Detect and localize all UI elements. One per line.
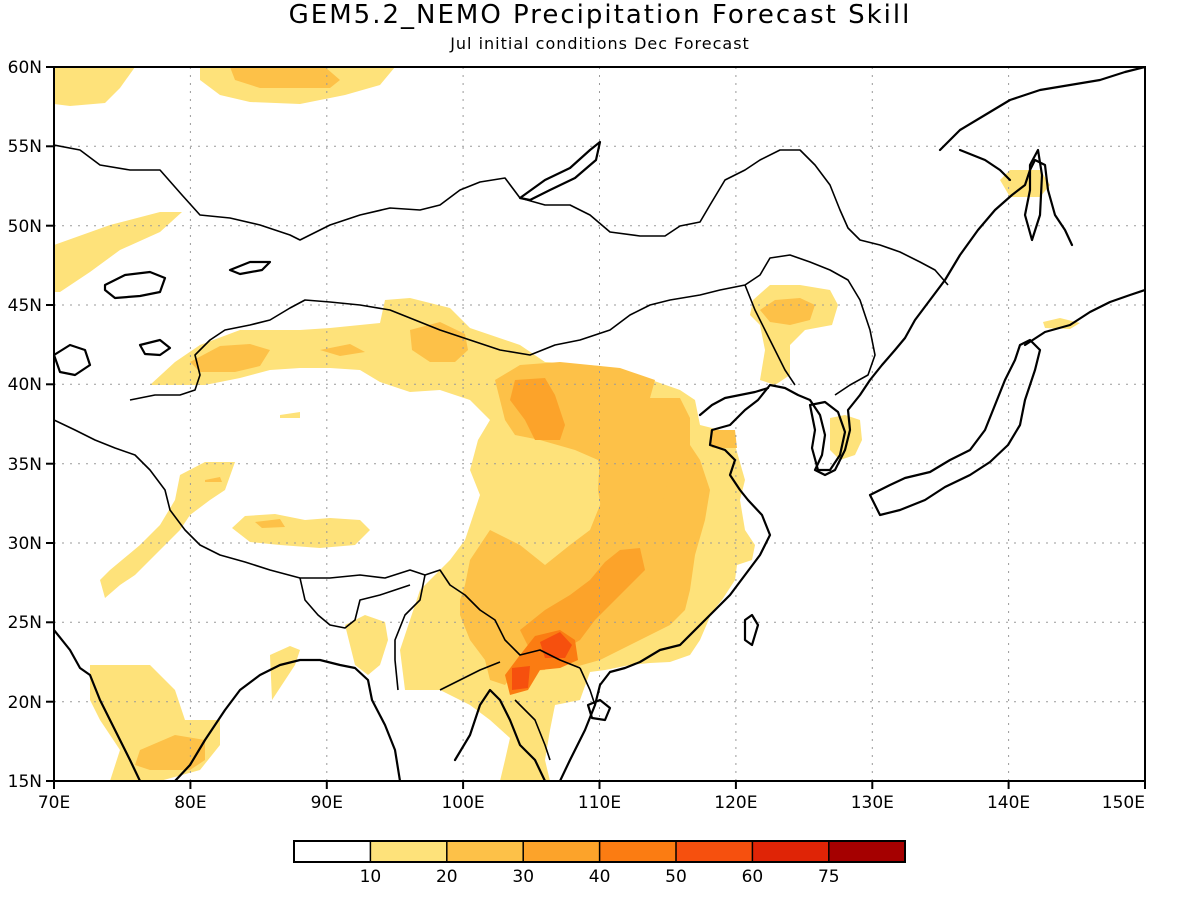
colorbar: 10 20 30 40 50 60 75: [293, 840, 906, 887]
skill-shading: [54, 67, 1080, 781]
skill-level-50: [512, 632, 572, 690]
lat-label: 45N: [8, 296, 42, 316]
skill-level-20: [135, 67, 815, 770]
tick-marks: [46, 66, 1146, 789]
lat-label: 15N: [8, 772, 42, 792]
colorbar-label: 10: [360, 867, 382, 887]
colorbar-swatch: [752, 841, 829, 862]
colorbar-swatch: [599, 841, 676, 862]
colorbar-swatch: [676, 841, 753, 862]
lon-label: 140E: [987, 793, 1030, 813]
coastlines: [54, 67, 1145, 781]
colorbar-label: 75: [818, 867, 840, 887]
lat-label: 50N: [8, 217, 42, 237]
longitude-labels: 70E 80E 90E 100E 110E 120E 130E 140E 150…: [38, 793, 1145, 813]
country-borders: [54, 144, 949, 761]
colorbar-swatch: [828, 841, 905, 862]
latitude-labels: 15N 20N 25N 30N 35N 40N 45N 50N 55N 60N: [8, 58, 42, 792]
colorbar-swatch: [523, 841, 600, 862]
lon-label: 90E: [311, 793, 343, 813]
map-subtitle: Jul initial conditions Dec Forecast: [450, 34, 750, 53]
colorbar-label: 30: [512, 867, 534, 887]
skill-level-30: [510, 378, 645, 660]
lat-label: 20N: [8, 693, 42, 713]
colorbar-label: 40: [589, 867, 611, 887]
lat-label: 40N: [8, 375, 42, 395]
colorbar-label: 60: [742, 867, 764, 887]
lon-label: 110E: [578, 793, 621, 813]
lon-label: 150E: [1102, 793, 1145, 813]
lat-label: 35N: [8, 455, 42, 475]
lon-label: 80E: [174, 793, 206, 813]
lon-label: 100E: [441, 793, 484, 813]
lon-label: 70E: [38, 793, 70, 813]
lat-label: 60N: [8, 58, 42, 78]
colorbar-label: 20: [436, 867, 458, 887]
colorbar-label: 50: [665, 867, 687, 887]
colorbar-swatch: [370, 841, 447, 862]
lat-label: 55N: [8, 137, 42, 157]
lon-label: 120E: [714, 793, 757, 813]
colorbar-swatch: [294, 841, 371, 862]
lat-label: 30N: [8, 534, 42, 554]
map-title: GEM5.2_NEMO Precipitation Forecast Skill: [288, 0, 912, 30]
lat-label: 25N: [8, 613, 42, 633]
colorbar-swatch: [446, 841, 524, 862]
lon-label: 130E: [851, 793, 894, 813]
